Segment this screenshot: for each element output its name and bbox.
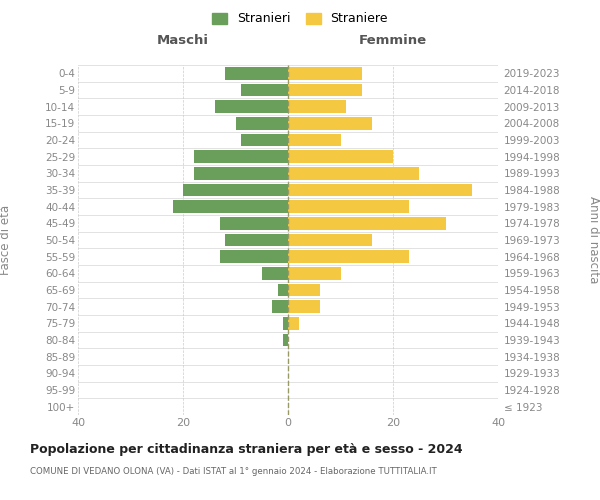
Bar bbox=[173, 200, 288, 213]
Bar bbox=[288, 84, 361, 96]
Bar bbox=[193, 167, 288, 179]
Bar bbox=[288, 184, 472, 196]
Bar bbox=[288, 67, 361, 80]
Bar bbox=[241, 134, 288, 146]
Text: Popolazione per cittadinanza straniera per età e sesso - 2024: Popolazione per cittadinanza straniera p… bbox=[30, 442, 463, 456]
Bar bbox=[288, 234, 372, 246]
Bar bbox=[288, 317, 299, 330]
Bar bbox=[220, 250, 288, 263]
Bar bbox=[283, 334, 288, 346]
Bar bbox=[288, 134, 341, 146]
Bar bbox=[288, 217, 445, 230]
Text: Femmine: Femmine bbox=[359, 34, 427, 48]
Text: Maschi: Maschi bbox=[157, 34, 209, 48]
Bar bbox=[277, 284, 288, 296]
Bar bbox=[288, 100, 346, 113]
Bar bbox=[225, 234, 288, 246]
Bar bbox=[262, 267, 288, 280]
Legend: Stranieri, Straniere: Stranieri, Straniere bbox=[208, 8, 392, 29]
Bar bbox=[183, 184, 288, 196]
Text: COMUNE DI VEDANO OLONA (VA) - Dati ISTAT al 1° gennaio 2024 - Elaborazione TUTTI: COMUNE DI VEDANO OLONA (VA) - Dati ISTAT… bbox=[30, 468, 437, 476]
Bar bbox=[288, 284, 320, 296]
Bar bbox=[272, 300, 288, 313]
Bar bbox=[193, 150, 288, 163]
Bar bbox=[288, 250, 409, 263]
Bar bbox=[288, 300, 320, 313]
Bar bbox=[288, 200, 409, 213]
Bar bbox=[288, 167, 419, 179]
Bar bbox=[215, 100, 288, 113]
Bar bbox=[288, 117, 372, 130]
Bar bbox=[241, 84, 288, 96]
Bar bbox=[220, 217, 288, 230]
Bar bbox=[288, 267, 341, 280]
Bar bbox=[225, 67, 288, 80]
Bar bbox=[288, 150, 393, 163]
Bar bbox=[283, 317, 288, 330]
Text: Anni di nascita: Anni di nascita bbox=[587, 196, 600, 284]
Text: Fasce di età: Fasce di età bbox=[0, 205, 13, 275]
Bar bbox=[235, 117, 288, 130]
